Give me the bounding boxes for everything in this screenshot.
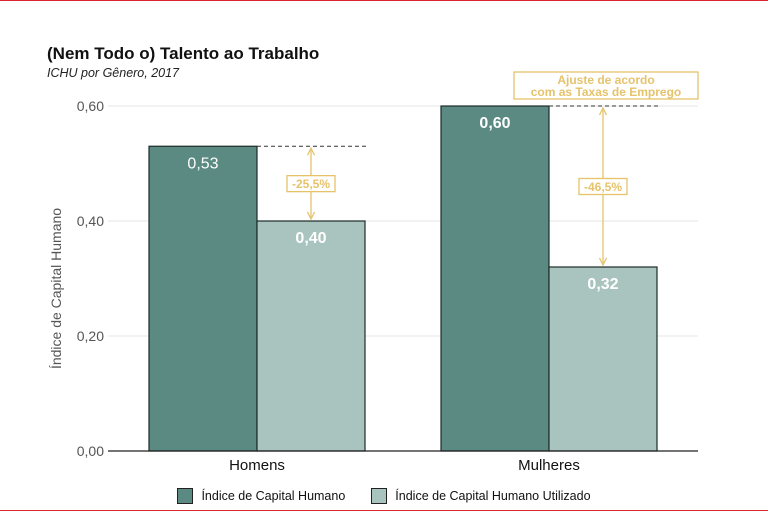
y-axis-title: Índice de Capital Humano (48, 208, 64, 369)
arrowhead-up (306, 146, 316, 156)
chart-subtitle: ICHU por Gênero, 2017 (47, 66, 180, 80)
adjustment-note-line-1: Ajuste de acordo (557, 73, 654, 87)
data-label: 0,60 (479, 115, 510, 132)
y-tick-label: 0,60 (77, 98, 104, 114)
legend-label-ichu: Índice de Capital Humano Utilizado (395, 489, 591, 503)
adjustment-note-box (513, 71, 699, 100)
legend-item-ichu: Índice de Capital Humano Utilizado (371, 488, 591, 504)
legend: Índice de Capital Humano Índice de Capit… (0, 488, 768, 504)
legend-label-ich: Índice de Capital Humano (201, 489, 346, 503)
legend-swatch-ich (177, 488, 194, 504)
x-tick-label: Homens (229, 457, 285, 474)
data-label: 0,53 (187, 155, 218, 172)
chart-title: (Nem Todo o) Talento ao Trabalho (47, 44, 320, 63)
data-label: 0,40 (295, 230, 326, 247)
top-border-line (0, 0, 768, 1)
bar (548, 266, 658, 452)
arrowhead-down (598, 257, 608, 267)
y-tick-label: 0,00 (77, 443, 104, 459)
change-label-box (286, 174, 336, 193)
data-label: 0,32 (587, 276, 618, 293)
bar (256, 220, 366, 452)
bar (148, 145, 258, 452)
legend-swatch-ichu (371, 488, 388, 504)
adjustment-note-line-2: com as Taxas de Emprego (531, 85, 682, 99)
bottom-border-line (0, 510, 768, 511)
arrowhead-down (306, 211, 316, 221)
y-tick-label: 0,40 (77, 213, 104, 229)
legend-item-ich: Índice de Capital Humano (177, 488, 345, 504)
change-label: -25,5% (292, 177, 330, 191)
change-label: -46,5% (584, 180, 622, 194)
bar (440, 105, 550, 452)
change-label-box (578, 177, 628, 196)
y-tick-label: 0,20 (77, 328, 104, 344)
x-tick-label: Mulheres (518, 457, 580, 474)
arrowhead-up (598, 106, 608, 116)
